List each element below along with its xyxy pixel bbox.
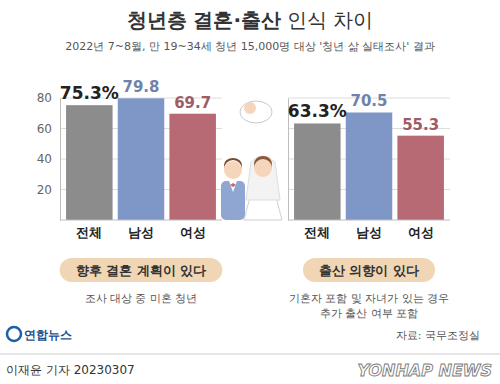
y-tick: 20 [37, 183, 60, 197]
bar [118, 98, 165, 220]
title-part: 청년층 결혼·출산 [127, 8, 282, 32]
y-tick-label: 60 [37, 122, 52, 136]
groom-tie [230, 183, 236, 187]
source: 자료: 국무조정실 [396, 329, 480, 342]
x-tick-label: 남성 [356, 225, 382, 240]
bar [346, 112, 393, 220]
footer-rule [0, 354, 500, 355]
group-title: 출산 의향이 있다 [303, 258, 435, 282]
bars [294, 112, 444, 220]
x-tick: 여성 [180, 220, 206, 240]
x-tick-label: 전체 [76, 225, 102, 240]
y-tick: 80 [37, 91, 60, 105]
x-tick: 남성 [128, 220, 154, 240]
bars [66, 98, 216, 220]
x-tick: 여성 [408, 220, 434, 240]
background [0, 0, 500, 384]
data-labels: 75.3%79.8 69.7 [60, 78, 211, 111]
note: 조사 대상 중 미혼 청년 [85, 292, 198, 305]
logo-text: 연합뉴스 [24, 328, 72, 342]
x-tick-label: 전체 [304, 225, 330, 240]
note: 추가 출산 여부 포함 [320, 307, 419, 320]
data-label: 69.7 [174, 94, 211, 112]
group-title: 향후 결혼 계획이 있다 [60, 258, 223, 282]
credit: 이재윤 기자 20230307 [6, 363, 135, 377]
group-title-text: 향후 결혼 계획이 있다 [76, 263, 207, 278]
group-title-pill [303, 258, 435, 282]
groom-head [224, 161, 242, 179]
y-tick: 60 [37, 122, 60, 136]
groom-hair [224, 158, 242, 169]
y-tick-label: 20 [37, 183, 52, 197]
title: 청년층 결혼·출산인식 차이 [127, 8, 374, 32]
chart-group: 전체 남성 여성 63.3%70.5 55.3 출산 의향이 있다기혼자 포함 및 자녀가… [288, 92, 450, 320]
bar [397, 136, 444, 220]
bar [169, 114, 216, 220]
x-axis: 전체 남성 여성 [288, 220, 450, 240]
x-tick-label: 여성 [180, 225, 206, 240]
data-label: 63.3% [288, 101, 347, 121]
x-tick: 남성 [356, 220, 382, 240]
subtitle: 2022년 7~8월, 만 19~34세 청년 15,000명 대상 '청년 삶… [65, 40, 434, 53]
chart-root: 청년층 결혼·출산인식 차이 2022년 7~8월, 만 19~34세 청년 15… [0, 0, 500, 384]
baby-head [244, 102, 256, 114]
bar [294, 123, 341, 220]
data-label: 55.3 [402, 116, 439, 134]
x-axis: 전체 남성 여성 [60, 220, 222, 240]
x-axis-line [288, 220, 450, 221]
illustration [221, 101, 282, 220]
logo-icon [7, 327, 21, 341]
data-label: 70.5 [350, 92, 387, 110]
chart-group: 20 40 60 80 전체 남성 여성 75.3%79.8 69.7 향후 결혼 계획이 있다조… [37, 78, 223, 305]
y-axis-line [60, 99, 61, 221]
baby-blanket [240, 101, 272, 123]
bride-hair [254, 156, 272, 168]
x-tick-label: 남성 [128, 225, 154, 240]
groom-body [221, 181, 245, 220]
x-tick-label: 여성 [408, 225, 434, 240]
bride-veil [246, 156, 280, 200]
groom-shirt [229, 181, 237, 192]
group-title-text: 출산 의향이 있다 [319, 263, 419, 278]
chart-svg: 청년층 결혼·출산인식 차이 2022년 7~8월, 만 19~34세 청년 15… [0, 0, 500, 384]
title-part: 인식 차이 [287, 8, 373, 32]
data-label: 75.3% [60, 83, 119, 103]
x-tick: 전체 [76, 220, 102, 240]
group-title-pill [60, 258, 223, 282]
data-label: 79.8 [122, 78, 159, 96]
watermark: YONHAP NEWS [357, 361, 492, 380]
note: 기혼자 포함 및 자녀가 있는 경우 [289, 292, 449, 305]
y-axis: 20 40 60 80 [37, 91, 61, 220]
x-tick: 전체 [304, 220, 330, 240]
y-tick-label: 80 [37, 91, 52, 105]
y-tick: 40 [37, 152, 60, 166]
bar [66, 105, 113, 220]
y-tick-label: 40 [37, 152, 52, 166]
data-labels: 63.3%70.5 55.3 [288, 92, 439, 133]
x-axis-line [60, 220, 222, 221]
bride-head [254, 159, 272, 177]
